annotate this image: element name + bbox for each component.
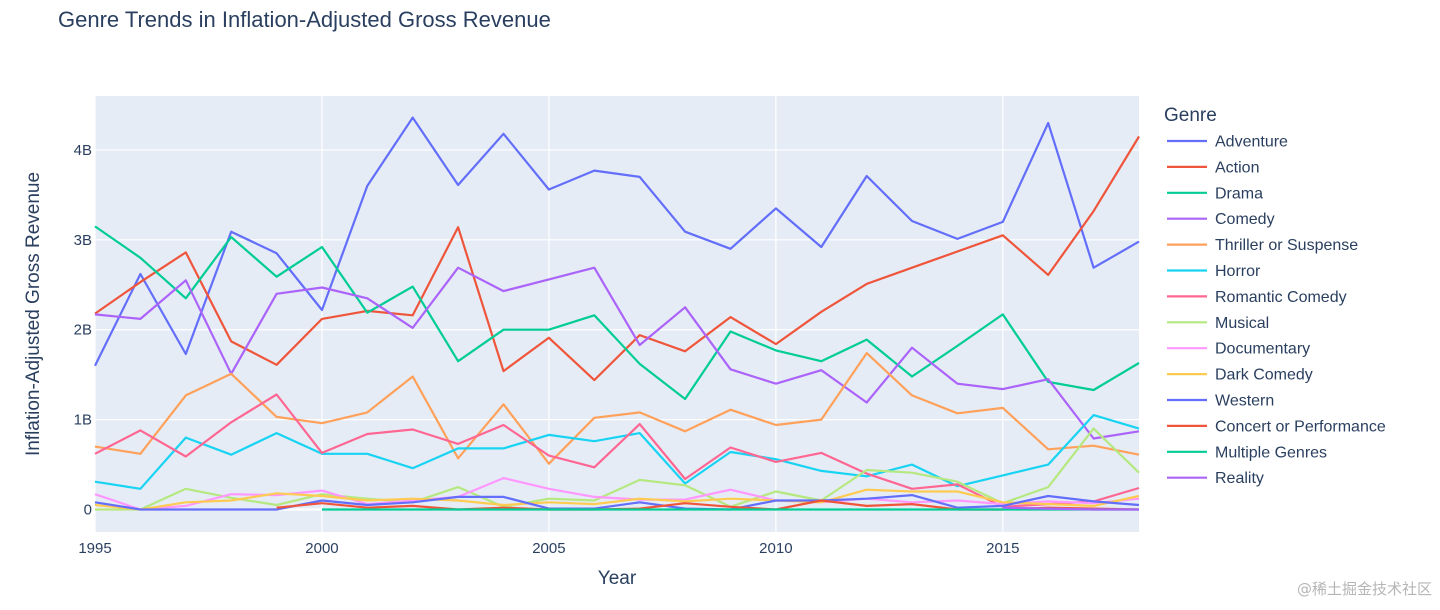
legend-label: Western (1215, 393, 1274, 410)
legend-item-musical[interactable]: Musical (1167, 315, 1269, 332)
y-axis-title: Inflation-Adjusted Gross Revenue (23, 172, 44, 456)
legend-item-dark-comedy[interactable]: Dark Comedy (1167, 367, 1313, 384)
legend-label: Action (1215, 159, 1259, 176)
legend: Genre Adventure Action Drama Comedy Thriller… (1164, 105, 1386, 487)
y-tick-label: 0 (84, 502, 92, 519)
plot-area (95, 96, 1139, 532)
series-line-romantic-comedy (94, 393, 1140, 508)
x-tick-label: 2005 (532, 540, 565, 557)
series-line-thriller-or-suspense (94, 352, 1140, 465)
legend-label: Thriller or Suspense (1215, 237, 1358, 254)
series-line-action (94, 135, 1140, 382)
legend-label: Musical (1215, 315, 1269, 332)
x-tick-label: 2015 (986, 540, 1019, 557)
legend-item-horror[interactable]: Horror (1167, 263, 1261, 280)
chart-title: Genre Trends in Inflation-Adjusted Gross… (58, 7, 551, 32)
legend-item-documentary[interactable]: Documentary (1167, 341, 1310, 358)
x-tick-label: 2010 (759, 540, 792, 557)
series-line-dark-comedy (94, 488, 1140, 511)
legend-label: Horror (1215, 263, 1261, 280)
series-line-adventure (94, 116, 1140, 367)
legend-label: Concert or Performance (1215, 418, 1386, 435)
legend-label: Reality (1215, 470, 1264, 487)
y-tick-label: 2B (74, 322, 92, 339)
y-tick-label: 3B (74, 232, 92, 249)
legend-item-western[interactable]: Western (1167, 393, 1274, 410)
legend-item-thriller-or-suspense[interactable]: Thriller or Suspense (1167, 237, 1358, 254)
legend-item-multiple-genres[interactable]: Multiple Genres (1167, 444, 1327, 461)
legend-label: Comedy (1215, 211, 1275, 228)
watermark: @稀土掘金技术社区 (1296, 580, 1432, 598)
legend-item-comedy[interactable]: Comedy (1167, 211, 1275, 228)
legend-title: Genre (1164, 105, 1217, 126)
legend-label: Romantic Comedy (1215, 289, 1347, 306)
legend-label: Dark Comedy (1215, 367, 1313, 384)
y-tick-label: 4B (74, 142, 92, 159)
axis-ticks: 1995 2000 2005 2010 2015 0 1B 2B 3B 4B (74, 142, 1020, 557)
legend-label: Documentary (1215, 341, 1310, 358)
series-line-drama (94, 225, 1140, 401)
legend-item-adventure[interactable]: Adventure (1167, 134, 1288, 151)
legend-item-concert-or-performance[interactable]: Concert or Performance (1167, 418, 1386, 435)
legend-label: Multiple Genres (1215, 444, 1327, 461)
legend-item-romantic-comedy[interactable]: Romantic Comedy (1167, 289, 1347, 306)
legend-label: Drama (1215, 185, 1263, 202)
series-line-western (94, 494, 1140, 511)
series-line-musical (95, 427, 1140, 511)
x-tick-label: 2000 (305, 540, 338, 557)
legend-item-reality[interactable]: Reality (1167, 470, 1264, 487)
y-tick-label: 1B (74, 412, 92, 429)
legend-item-action[interactable]: Action (1167, 159, 1259, 176)
series-line-comedy (94, 266, 1140, 440)
legend-label: Adventure (1215, 134, 1288, 151)
series-layer (94, 116, 1140, 511)
x-axis-title: Year (598, 568, 637, 589)
legend-item-drama[interactable]: Drama (1167, 185, 1263, 202)
x-tick-label: 1995 (78, 540, 111, 557)
series-line-reality (1002, 506, 1139, 511)
